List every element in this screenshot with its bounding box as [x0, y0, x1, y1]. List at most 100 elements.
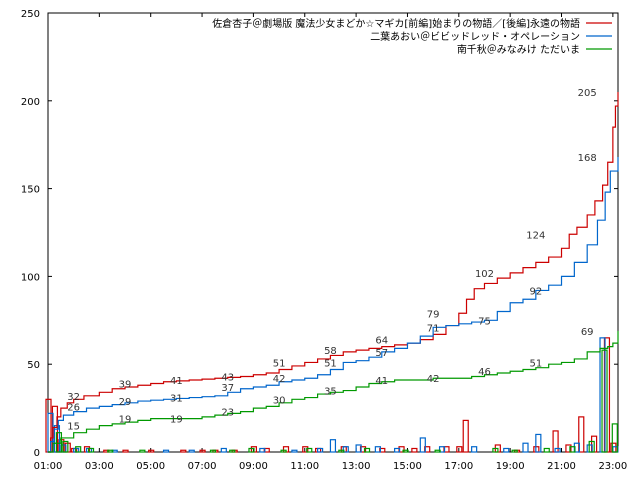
legend-entry: 南千秋＠みなみけ ただいま	[457, 43, 580, 56]
data-label: 75	[478, 316, 491, 327]
hourly-bar	[363, 447, 371, 453]
data-label: 71	[427, 323, 440, 334]
hourly-bar	[148, 449, 155, 453]
hourly-bar	[209, 449, 217, 453]
data-label: 168	[578, 153, 597, 164]
hourly-bar	[601, 349, 608, 453]
data-label: 19	[119, 415, 132, 426]
hourly-bar	[471, 446, 478, 453]
hourly-bar	[355, 444, 362, 453]
hourly-bar	[139, 449, 146, 453]
hourly-bar	[306, 447, 313, 453]
x-tick-label: 21:00	[547, 461, 576, 472]
data-label: 26	[67, 402, 80, 413]
series-line	[48, 92, 619, 453]
data-label: 102	[475, 269, 494, 280]
y-tick-label: 50	[27, 360, 40, 371]
data-label: 42	[427, 374, 440, 385]
cumulative-lines	[48, 92, 619, 453]
hourly-bar	[565, 444, 572, 453]
data-label: 124	[526, 230, 545, 241]
hourly-bar	[554, 447, 561, 453]
x-tick-label: 03:00	[85, 461, 114, 472]
data-label: 19	[170, 415, 183, 426]
hourly-bar	[462, 419, 469, 453]
data-label: 31	[170, 394, 183, 405]
hourly-bar	[438, 446, 446, 453]
y-tick-label: 200	[21, 97, 40, 108]
hourly-bar	[588, 440, 595, 453]
hourly-bar	[611, 423, 618, 453]
x-tick-label: 07:00	[188, 461, 217, 472]
hourly-bar	[302, 446, 309, 453]
hourly-bar	[535, 433, 542, 453]
data-label: 46	[478, 367, 491, 378]
data-label: 92	[529, 286, 542, 297]
hourly-bar	[503, 447, 510, 453]
x-tick-label: 05:00	[136, 461, 165, 472]
hourly-bar	[511, 449, 518, 453]
data-label: 41	[375, 376, 388, 387]
series-line	[48, 156, 619, 453]
hourly-bar	[543, 447, 550, 453]
data-label: 39	[119, 380, 132, 391]
y-tick-label: 250	[21, 9, 40, 20]
legend-entry: 佐倉杏子＠劇場版 魔法少女まどか☆マギカ[前編]始まりの物語／[後編]永遠の物語	[212, 17, 580, 30]
hourly-bar	[522, 442, 529, 453]
data-label: 79	[427, 309, 440, 320]
hourly-bar	[456, 446, 463, 453]
hourly-bar	[374, 446, 381, 453]
hourly-bar	[316, 447, 324, 453]
x-tick-label: 13:00	[342, 461, 371, 472]
data-label: 58	[324, 346, 337, 357]
data-label: 51	[273, 358, 286, 369]
hourly-bar	[103, 449, 110, 453]
legend: 佐倉杏子＠劇場版 魔法少女まどか☆マギカ[前編]始まりの物語／[後編]永遠の物語…	[212, 17, 612, 56]
hourly-bar	[492, 447, 499, 453]
hourly-bar	[122, 449, 129, 453]
data-label: 57	[375, 348, 388, 359]
data-label: 64	[375, 336, 388, 347]
y-tick-label: 0	[34, 448, 40, 459]
data-label: 43	[221, 372, 234, 383]
hourly-bar	[199, 449, 206, 453]
hourly-bar	[419, 437, 426, 453]
hourly-bar	[338, 449, 345, 453]
hourly-bar	[75, 446, 82, 453]
x-tick-label: 01:00	[34, 461, 63, 472]
data-label: 23	[221, 408, 234, 419]
x-tick-label: 19:00	[496, 461, 525, 472]
hourly-bar	[329, 439, 337, 453]
y-tick-label: 100	[21, 272, 40, 283]
data-label: 29	[119, 397, 132, 408]
hourly-bar	[220, 447, 227, 453]
y-axis: 0 50 100 150 200 250	[21, 9, 618, 459]
hourly-bar	[402, 449, 409, 453]
x-tick-label: 17:00	[444, 461, 473, 472]
x-tick-label: 09:00	[239, 461, 268, 472]
hourly-bar	[259, 447, 266, 453]
legend-entry: 二葉あおい＠ビビッドレッド・オペレーション	[370, 30, 580, 43]
hourly-bar	[180, 449, 187, 453]
hourly-bar	[248, 447, 255, 453]
hourly-bar	[342, 446, 349, 453]
hourly-bar	[394, 447, 401, 453]
hourly-bar	[434, 449, 441, 453]
data-label: 32	[67, 392, 80, 403]
hourly-bar	[411, 447, 418, 453]
data-label: 37	[221, 383, 234, 394]
hourly-bar	[569, 446, 576, 453]
hourly-bar	[229, 449, 236, 453]
data-label: 51	[529, 358, 542, 369]
data-label: 35	[324, 387, 337, 398]
x-tick-label: 11:00	[290, 461, 319, 472]
hourly-bar	[107, 449, 114, 453]
data-label: 205	[578, 88, 597, 99]
hourly-bar	[291, 449, 298, 453]
hourly-bar	[280, 449, 287, 453]
data-label: 15	[67, 422, 80, 433]
x-tick-label: 15:00	[393, 461, 422, 472]
hourly-bar	[62, 440, 69, 453]
data-label: 41	[170, 376, 183, 387]
data-label: 51	[324, 358, 337, 369]
